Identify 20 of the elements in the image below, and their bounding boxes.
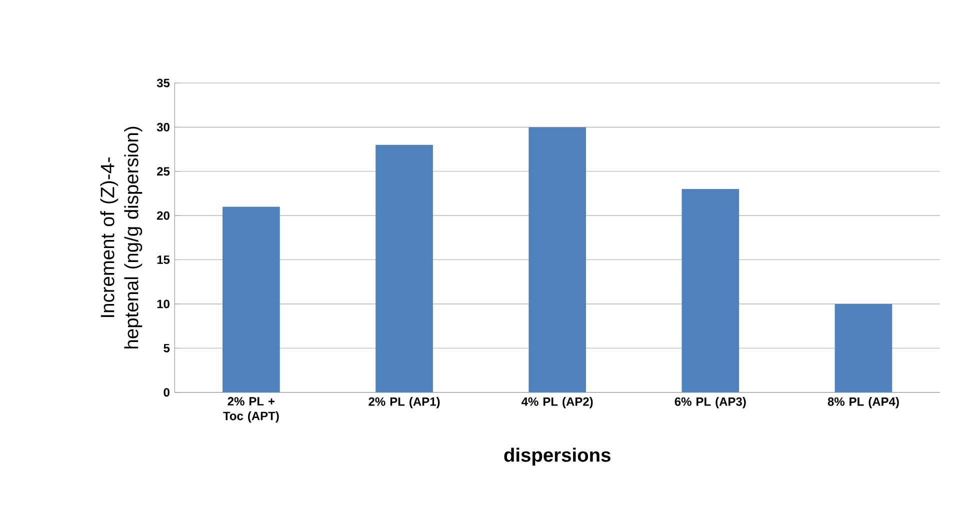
x-tick-label: 2% PL (AP1) bbox=[368, 397, 440, 408]
x-tick-label: 6% PL (AP3) bbox=[674, 397, 746, 408]
y-tick-label: 15 bbox=[157, 256, 170, 264]
x-tick-label: 4% PL (AP2) bbox=[522, 397, 593, 408]
bar bbox=[834, 304, 892, 392]
y-axis-title: Increment of (Z)-4-heptenal (ng/g dispersion) bbox=[100, 126, 142, 348]
bar bbox=[528, 127, 586, 392]
bar bbox=[682, 189, 740, 392]
bar bbox=[222, 206, 280, 392]
x-tick-label: 2% PL + Toc (APT) bbox=[223, 397, 279, 423]
x-axis-title: dispersions bbox=[504, 448, 610, 466]
bar bbox=[376, 144, 433, 392]
y-tick-label: 25 bbox=[157, 167, 170, 176]
y-tick-label: 35 bbox=[156, 78, 170, 88]
x-tick-label: 8% PL (AP4) bbox=[828, 397, 899, 408]
y-tick-label: 10 bbox=[157, 300, 170, 308]
y-tick-label: 30 bbox=[156, 122, 170, 132]
y-tick-label: 5 bbox=[164, 344, 170, 352]
y-tick-label: 20 bbox=[157, 211, 170, 220]
y-tick-label: 0 bbox=[164, 388, 170, 397]
